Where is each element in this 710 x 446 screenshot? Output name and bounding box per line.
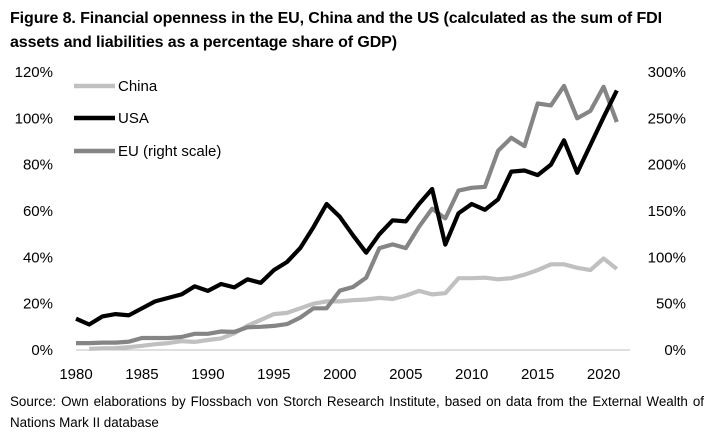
x-tick-label: 1995 bbox=[257, 366, 290, 383]
figure-title: Figure 8. Financial openness in the EU, … bbox=[10, 10, 662, 51]
legend-label-eu: EU (right scale) bbox=[118, 143, 221, 160]
legend-label-usa: USA bbox=[118, 110, 149, 127]
x-tick-label: 1985 bbox=[125, 366, 158, 383]
series-line-eu bbox=[76, 83, 619, 346]
x-axis: 1980 1985 1990 1995 2000 2005 2010 2015 2020 bbox=[59, 349, 630, 383]
right-tick-label: 200% bbox=[648, 157, 686, 174]
x-tick-label: 2020 bbox=[587, 366, 620, 383]
left-tick-label: 100% bbox=[15, 110, 53, 127]
x-tick-label: 2000 bbox=[323, 366, 356, 383]
x-tick-label: 1980 bbox=[59, 366, 92, 383]
left-tick-label: 120% bbox=[15, 64, 53, 81]
legend-item-china: China bbox=[74, 78, 158, 95]
x-tick-label: 2005 bbox=[389, 366, 422, 383]
legend-item-usa: USA bbox=[74, 110, 149, 127]
right-tick-label: 300% bbox=[648, 64, 686, 81]
right-tick-label: 250% bbox=[648, 110, 686, 127]
x-tick-label: 1990 bbox=[191, 366, 224, 383]
series-line-china bbox=[89, 256, 619, 351]
left-tick-label: 60% bbox=[23, 203, 53, 220]
left-tick-label: 0% bbox=[31, 342, 53, 359]
x-tick-label: 2015 bbox=[521, 366, 554, 383]
left-tick-label: 40% bbox=[23, 249, 53, 266]
legend-label-china: China bbox=[118, 78, 158, 95]
legend: China USA EU (right scale) bbox=[74, 78, 221, 160]
left-y-axis: 0% 20% 40% 60% 80% 100% 120% bbox=[15, 64, 53, 359]
left-tick-label: 20% bbox=[23, 296, 53, 313]
right-tick-label: 150% bbox=[648, 203, 686, 220]
right-tick-label: 0% bbox=[664, 342, 686, 359]
series-line-usa bbox=[75, 89, 619, 327]
left-tick-label: 80% bbox=[23, 157, 53, 174]
legend-item-eu: EU (right scale) bbox=[74, 143, 221, 160]
series-layer bbox=[75, 83, 619, 351]
source-note: Source: Own elaborations by Flossbach vo… bbox=[10, 394, 704, 430]
right-tick-label: 100% bbox=[648, 249, 686, 266]
right-y-axis: 0% 50% 100% 150% 200% 250% 300% bbox=[648, 64, 686, 359]
x-tick-label: 2010 bbox=[455, 366, 488, 383]
right-tick-label: 50% bbox=[656, 296, 686, 313]
